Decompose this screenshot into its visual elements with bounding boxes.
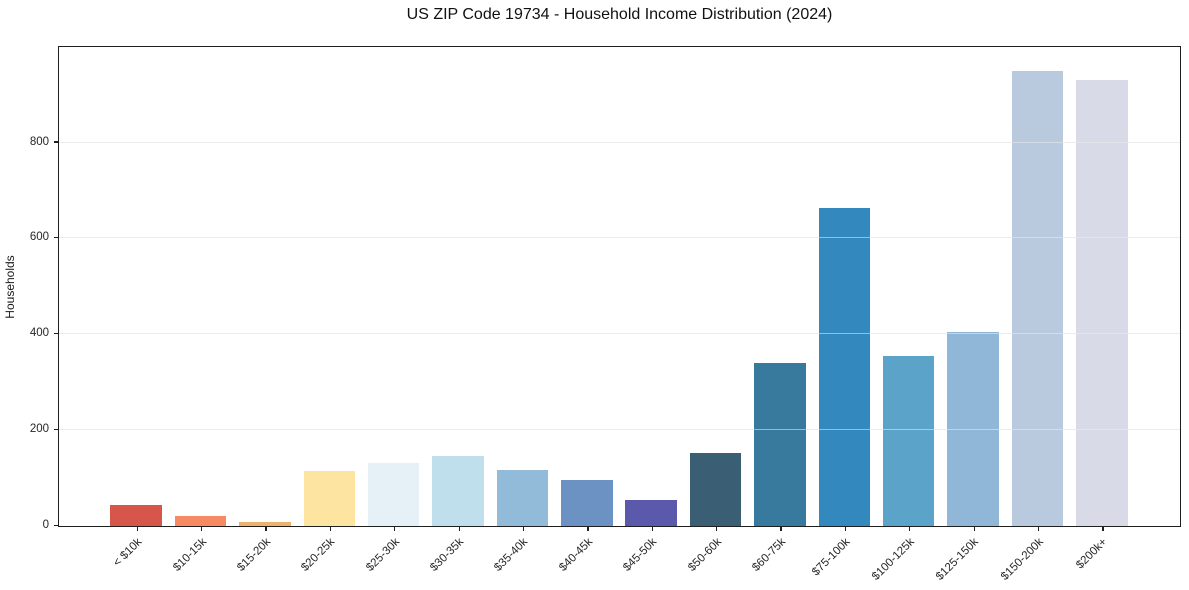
ytick-mark-800 bbox=[54, 141, 58, 143]
xtick-mark-$125-150k bbox=[973, 527, 975, 531]
xtick-label-$75-100k: $75-100k bbox=[809, 536, 853, 579]
xtick-label-$100-125k: $100-125k bbox=[869, 536, 917, 583]
xtick-label-$35-40k: $35-40k bbox=[492, 536, 531, 574]
xtick-mark-< $10k bbox=[136, 527, 138, 531]
bar-$35-40k bbox=[496, 470, 549, 526]
bar-$25-30k bbox=[367, 462, 420, 526]
bar-$60-75k bbox=[754, 363, 806, 526]
bar-$100-125k bbox=[882, 356, 935, 526]
bar-$150-200k bbox=[1011, 70, 1064, 526]
bar-< $10k bbox=[110, 504, 162, 526]
bar-$40-45k bbox=[561, 479, 613, 526]
gridline-200 bbox=[59, 429, 1180, 431]
bar-$45-50k bbox=[625, 500, 677, 526]
xtick-mark-$10-15k bbox=[201, 527, 203, 531]
xtick-mark-$45-50k bbox=[651, 527, 653, 531]
xtick-label-$125-150k: $125-150k bbox=[934, 536, 982, 583]
bar-$15-20k bbox=[239, 522, 291, 526]
xtick-mark-$50-60k bbox=[716, 527, 718, 531]
xtick-mark-$100-125k bbox=[909, 527, 911, 531]
ytick-label-800: 800 bbox=[29, 135, 49, 148]
xtick-mark-$60-75k bbox=[780, 527, 782, 531]
xtick-mark-$25-30k bbox=[394, 527, 396, 531]
bar-$50-60k bbox=[689, 452, 742, 526]
bar-$10-15k bbox=[174, 516, 227, 526]
ytick-mark-400 bbox=[54, 333, 58, 335]
ytick-label-600: 600 bbox=[29, 231, 49, 244]
xtick-label-< $10k: < $10k bbox=[111, 536, 145, 570]
y-axis: 0 200 400 600 800 bbox=[0, 46, 58, 531]
xtick-mark-$75-100k bbox=[844, 527, 847, 531]
xtick-label-$50-60k: $50-60k bbox=[685, 536, 724, 574]
xtick-label-$60-75k: $60-75k bbox=[750, 536, 788, 574]
bar-$20-25k bbox=[303, 471, 356, 526]
xtick-mark-$20-25k bbox=[329, 527, 332, 531]
xtick-mark-$40-45k bbox=[587, 527, 589, 531]
chart-title: US ZIP Code 19734 - Household Income Dis… bbox=[406, 6, 833, 23]
xtick-mark-$150-200k bbox=[1037, 527, 1040, 531]
x-axis: < $10k $10-15k $15-20k $20-25k $25-30k $30-35… bbox=[58, 527, 1181, 589]
ytick-label-0: 0 bbox=[42, 519, 49, 531]
xtick-label-$20-25k: $20-25k bbox=[299, 536, 338, 574]
xtick-label-$30-35k: $30-35k bbox=[428, 536, 467, 574]
xtick-mark-$30-35k bbox=[458, 527, 460, 531]
bar-$75-100k bbox=[818, 207, 871, 526]
xtick-label-$25-30k: $25-30k bbox=[363, 536, 402, 574]
gridline-400 bbox=[59, 333, 1180, 335]
xtick-label-$40-45k: $40-45k bbox=[556, 536, 595, 574]
bar-$200k+ bbox=[1076, 80, 1128, 526]
xtick-label-$150-200k: $150-200k bbox=[998, 536, 1046, 583]
ytick-label-200: 200 bbox=[29, 423, 49, 436]
xtick-label-$10-15k: $10-15k bbox=[170, 536, 209, 574]
ytick-mark-200 bbox=[54, 428, 58, 431]
gridline-800 bbox=[59, 141, 1180, 143]
xtick-label-$45-50k: $45-50k bbox=[621, 536, 660, 574]
xtick-mark-$15-20k bbox=[265, 527, 267, 531]
gridline-600 bbox=[59, 237, 1180, 239]
xtick-label-$15-20k: $15-20k bbox=[235, 536, 273, 574]
xtick-mark-$35-40k bbox=[522, 527, 525, 531]
plot-area bbox=[58, 46, 1181, 527]
ytick-mark-600 bbox=[54, 237, 58, 239]
xtick-mark-$200k+ bbox=[1102, 527, 1104, 531]
ytick-label-400: 400 bbox=[29, 327, 49, 340]
xtick-label-$200k+: $200k+ bbox=[1074, 536, 1110, 572]
bar-$30-35k bbox=[432, 455, 484, 526]
ytick-mark-0 bbox=[54, 524, 58, 526]
